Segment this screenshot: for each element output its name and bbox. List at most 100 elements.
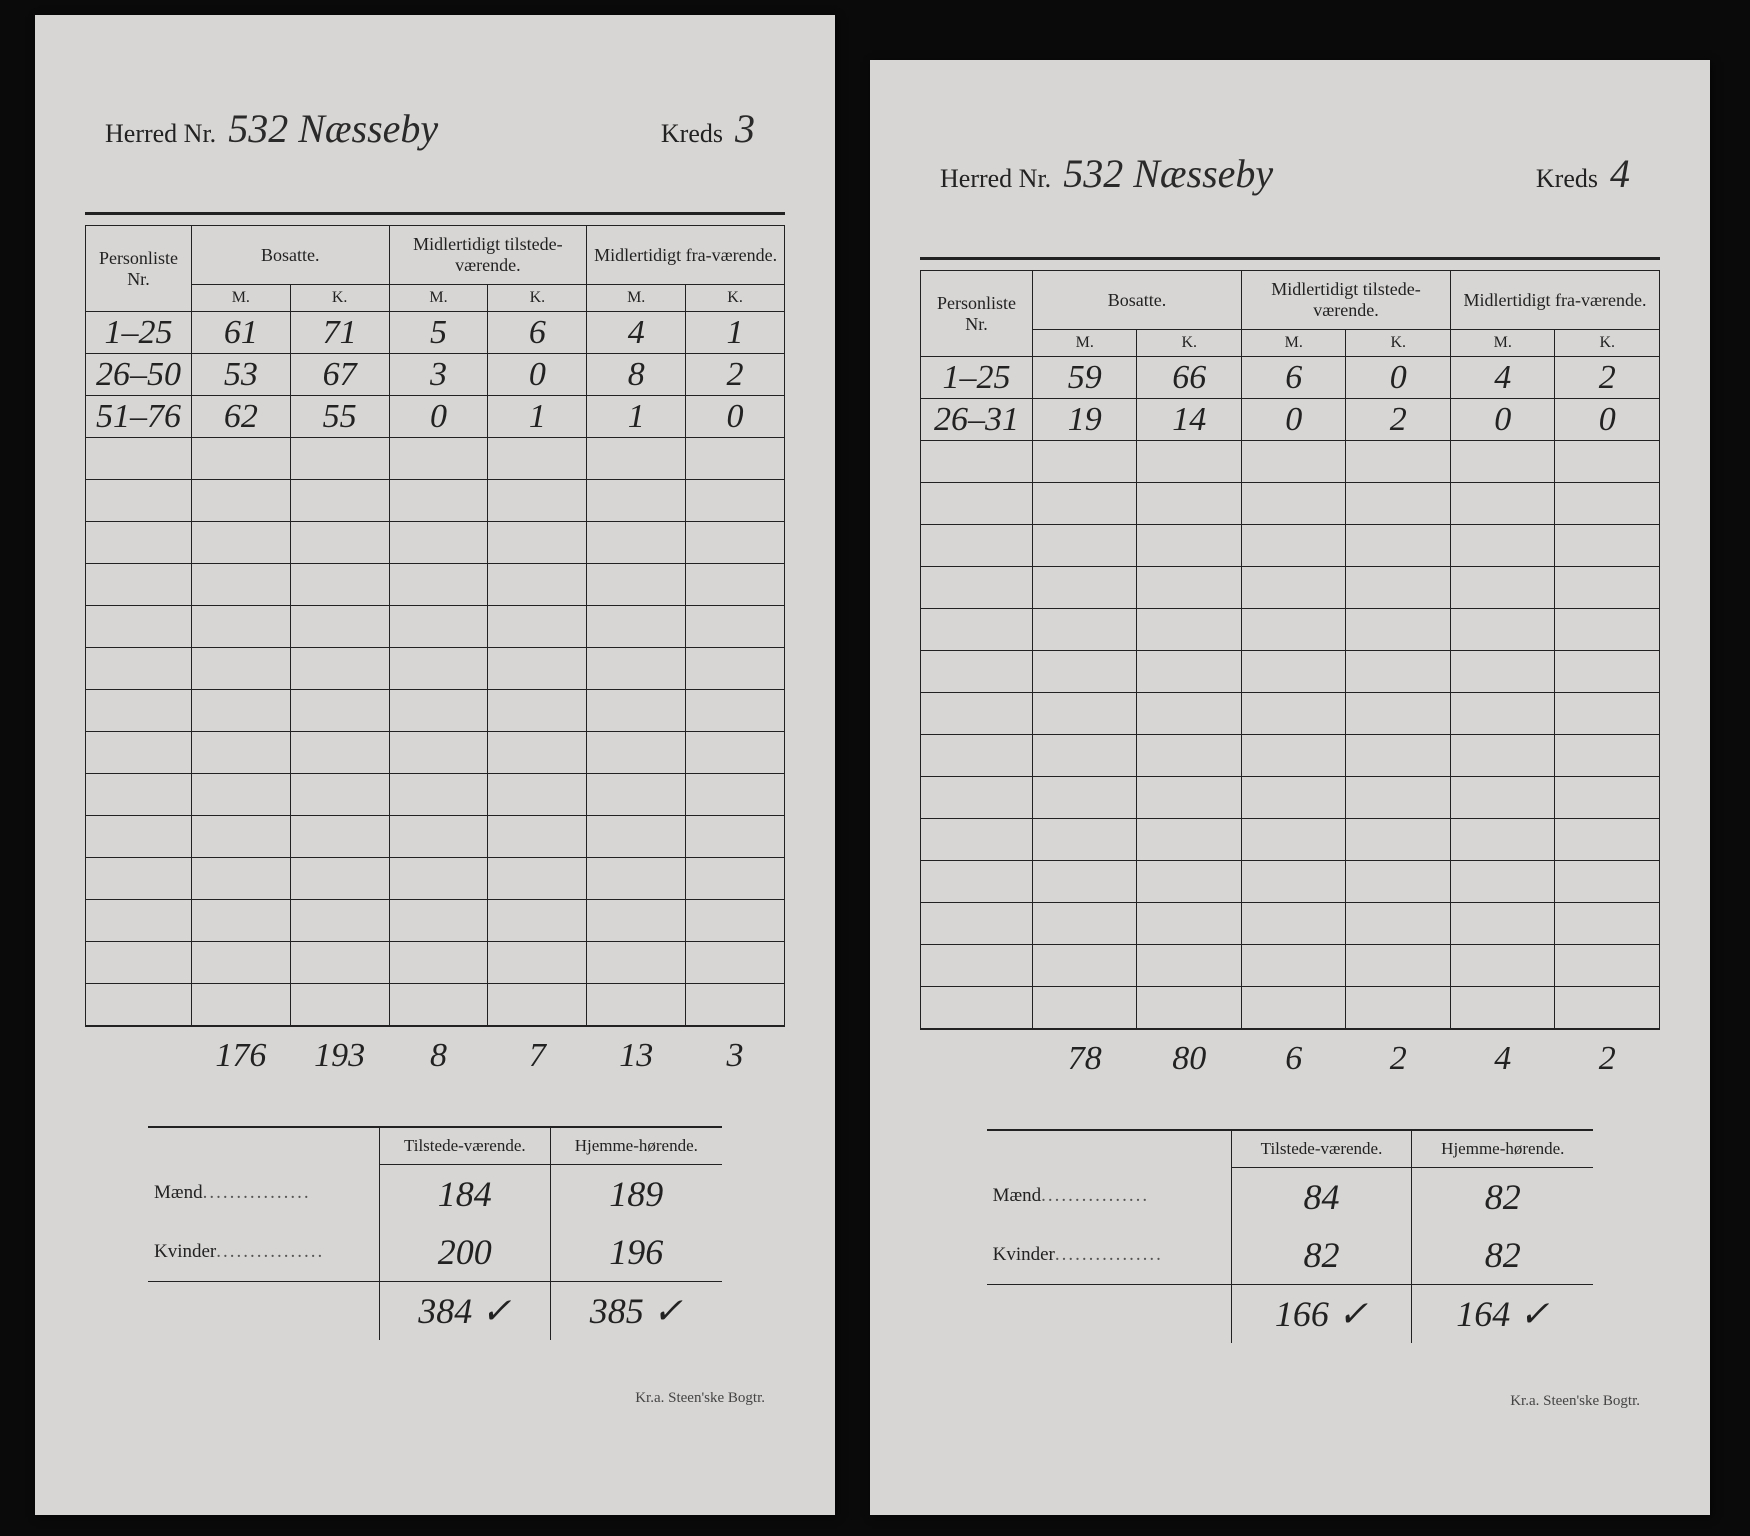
sub-k: K. bbox=[1555, 330, 1660, 357]
cell-bk: 66 bbox=[1137, 357, 1242, 399]
table-row-blank bbox=[86, 606, 785, 648]
table-row: 1–2561715641 bbox=[86, 312, 785, 354]
table-row-blank bbox=[921, 567, 1660, 609]
herred-label: Herred Nr. bbox=[940, 164, 1051, 194]
population-table: Personliste Nr. Bosatte. Midlertidigt ti… bbox=[920, 270, 1660, 1079]
sub-m: M. bbox=[191, 285, 290, 312]
cell-range: 26–50 bbox=[86, 354, 192, 396]
table-row-blank bbox=[86, 900, 785, 942]
cell-bm: 61 bbox=[191, 312, 290, 354]
page-header: Herred Nr. 532 Næsseby Kreds 3 bbox=[105, 105, 785, 152]
table-row-blank bbox=[921, 819, 1660, 861]
cell-fk: 2 bbox=[1555, 357, 1660, 399]
table-row-blank bbox=[921, 609, 1660, 651]
col-bosatte: Bosatte. bbox=[1032, 271, 1241, 330]
table-row-blank bbox=[86, 774, 785, 816]
table-row-blank bbox=[86, 564, 785, 606]
cell-tk: 0 bbox=[1346, 357, 1451, 399]
sum-hjemme: 385 ✓ bbox=[550, 1281, 722, 1340]
cell-tm: 0 bbox=[1241, 399, 1346, 441]
table-row-blank bbox=[921, 693, 1660, 735]
sum-hjemme: 164 ✓ bbox=[1412, 1284, 1594, 1343]
row-kvinder: Kvinder bbox=[987, 1226, 1232, 1285]
cell-fk: 2 bbox=[686, 354, 785, 396]
column-totals-row: 17619387133 bbox=[86, 1026, 785, 1076]
summary-head-hjemme: Hjemme-hørende. bbox=[550, 1127, 722, 1165]
table-row-blank bbox=[86, 480, 785, 522]
summary-table: Tilstede-værende. Hjemme-hørende. Mænd 1… bbox=[148, 1126, 722, 1340]
table-row: 1–2559666042 bbox=[921, 357, 1660, 399]
cell-fm: 0 bbox=[1450, 399, 1555, 441]
cell-range: 1–25 bbox=[921, 357, 1033, 399]
cell-fm: 1 bbox=[587, 396, 686, 438]
population-table: Personliste Nr. Bosatte. Midlertidigt ti… bbox=[85, 225, 785, 1076]
cell-fm: 4 bbox=[587, 312, 686, 354]
cell-bm: 19 bbox=[1032, 399, 1137, 441]
kreds-value: 4 bbox=[1610, 150, 1660, 197]
row-maend: Mænd bbox=[987, 1167, 1232, 1226]
sub-m: M. bbox=[1032, 330, 1137, 357]
total-fm: 4 bbox=[1450, 1029, 1555, 1079]
summary-head-hjemme: Hjemme-hørende. bbox=[1412, 1130, 1594, 1168]
table-row-blank bbox=[921, 861, 1660, 903]
cell-range: 51–76 bbox=[86, 396, 192, 438]
col-midl-fra: Midlertidigt fra-værende. bbox=[587, 226, 785, 285]
kvinder-hjemme: 82 bbox=[1412, 1226, 1594, 1285]
col-bosatte: Bosatte. bbox=[191, 226, 389, 285]
table-row-blank bbox=[86, 522, 785, 564]
sub-m: M. bbox=[587, 285, 686, 312]
table-row-blank bbox=[86, 816, 785, 858]
summary-head-tilstede: Tilstede-værende. bbox=[380, 1127, 551, 1165]
total-bm: 78 bbox=[1032, 1029, 1137, 1079]
sum-tilstede: 166 ✓ bbox=[1231, 1284, 1411, 1343]
table-row-blank bbox=[86, 858, 785, 900]
sum-tilstede: 384 ✓ bbox=[380, 1281, 551, 1340]
sub-k: K. bbox=[1346, 330, 1451, 357]
sub-m: M. bbox=[389, 285, 488, 312]
printer-footer: Kr.a. Steen'ske Bogtr. bbox=[920, 1393, 1660, 1410]
table-row-blank bbox=[86, 690, 785, 732]
maend-hjemme: 82 bbox=[1412, 1167, 1594, 1226]
maend-tilstede: 84 bbox=[1231, 1167, 1411, 1226]
census-page-kreds-3: Herred Nr. 532 Næsseby Kreds 3 Personlis… bbox=[35, 15, 835, 1515]
col-midl-fra: Midlertidigt fra-værende. bbox=[1450, 271, 1659, 330]
maend-tilstede: 184 bbox=[380, 1164, 551, 1223]
kreds-label: Kreds bbox=[1536, 164, 1598, 194]
row-kvinder: Kvinder bbox=[148, 1223, 380, 1282]
table-row: 51–7662550110 bbox=[86, 396, 785, 438]
kreds-label: Kreds bbox=[661, 119, 723, 149]
total-tm: 8 bbox=[389, 1026, 488, 1076]
table-row-blank bbox=[921, 777, 1660, 819]
table-row-blank bbox=[921, 525, 1660, 567]
census-page-kreds-4: Herred Nr. 532 Næsseby Kreds 4 Personlis… bbox=[870, 60, 1710, 1515]
cell-bm: 59 bbox=[1032, 357, 1137, 399]
table-row-blank bbox=[921, 441, 1660, 483]
total-fk: 3 bbox=[686, 1026, 785, 1076]
sub-k: K. bbox=[290, 285, 389, 312]
cell-tm: 0 bbox=[389, 396, 488, 438]
table-row-blank bbox=[86, 648, 785, 690]
cell-fk: 1 bbox=[686, 312, 785, 354]
table-row: 26–3119140200 bbox=[921, 399, 1660, 441]
herred-value: 532 Næsseby bbox=[228, 105, 438, 152]
sub-m: M. bbox=[1241, 330, 1346, 357]
sub-k: K. bbox=[488, 285, 587, 312]
cell-tm: 6 bbox=[1241, 357, 1346, 399]
total-bk: 193 bbox=[290, 1026, 389, 1076]
total-tk: 2 bbox=[1346, 1029, 1451, 1079]
cell-fk: 0 bbox=[1555, 399, 1660, 441]
printer-footer: Kr.a. Steen'ske Bogtr. bbox=[85, 1390, 785, 1407]
cell-fk: 0 bbox=[686, 396, 785, 438]
maend-hjemme: 189 bbox=[550, 1164, 722, 1223]
cell-bk: 71 bbox=[290, 312, 389, 354]
col-personliste: Personliste Nr. bbox=[921, 271, 1033, 357]
col-personliste: Personliste Nr. bbox=[86, 226, 192, 312]
col-midl-tilstede: Midlertidigt tilstede-værende. bbox=[389, 226, 587, 285]
cell-bk: 67 bbox=[290, 354, 389, 396]
table-row-blank bbox=[86, 942, 785, 984]
cell-bm: 62 bbox=[191, 396, 290, 438]
kvinder-tilstede: 82 bbox=[1231, 1226, 1411, 1285]
row-maend: Mænd bbox=[148, 1164, 380, 1223]
table-row-blank bbox=[86, 438, 785, 480]
total-bk: 80 bbox=[1137, 1029, 1242, 1079]
